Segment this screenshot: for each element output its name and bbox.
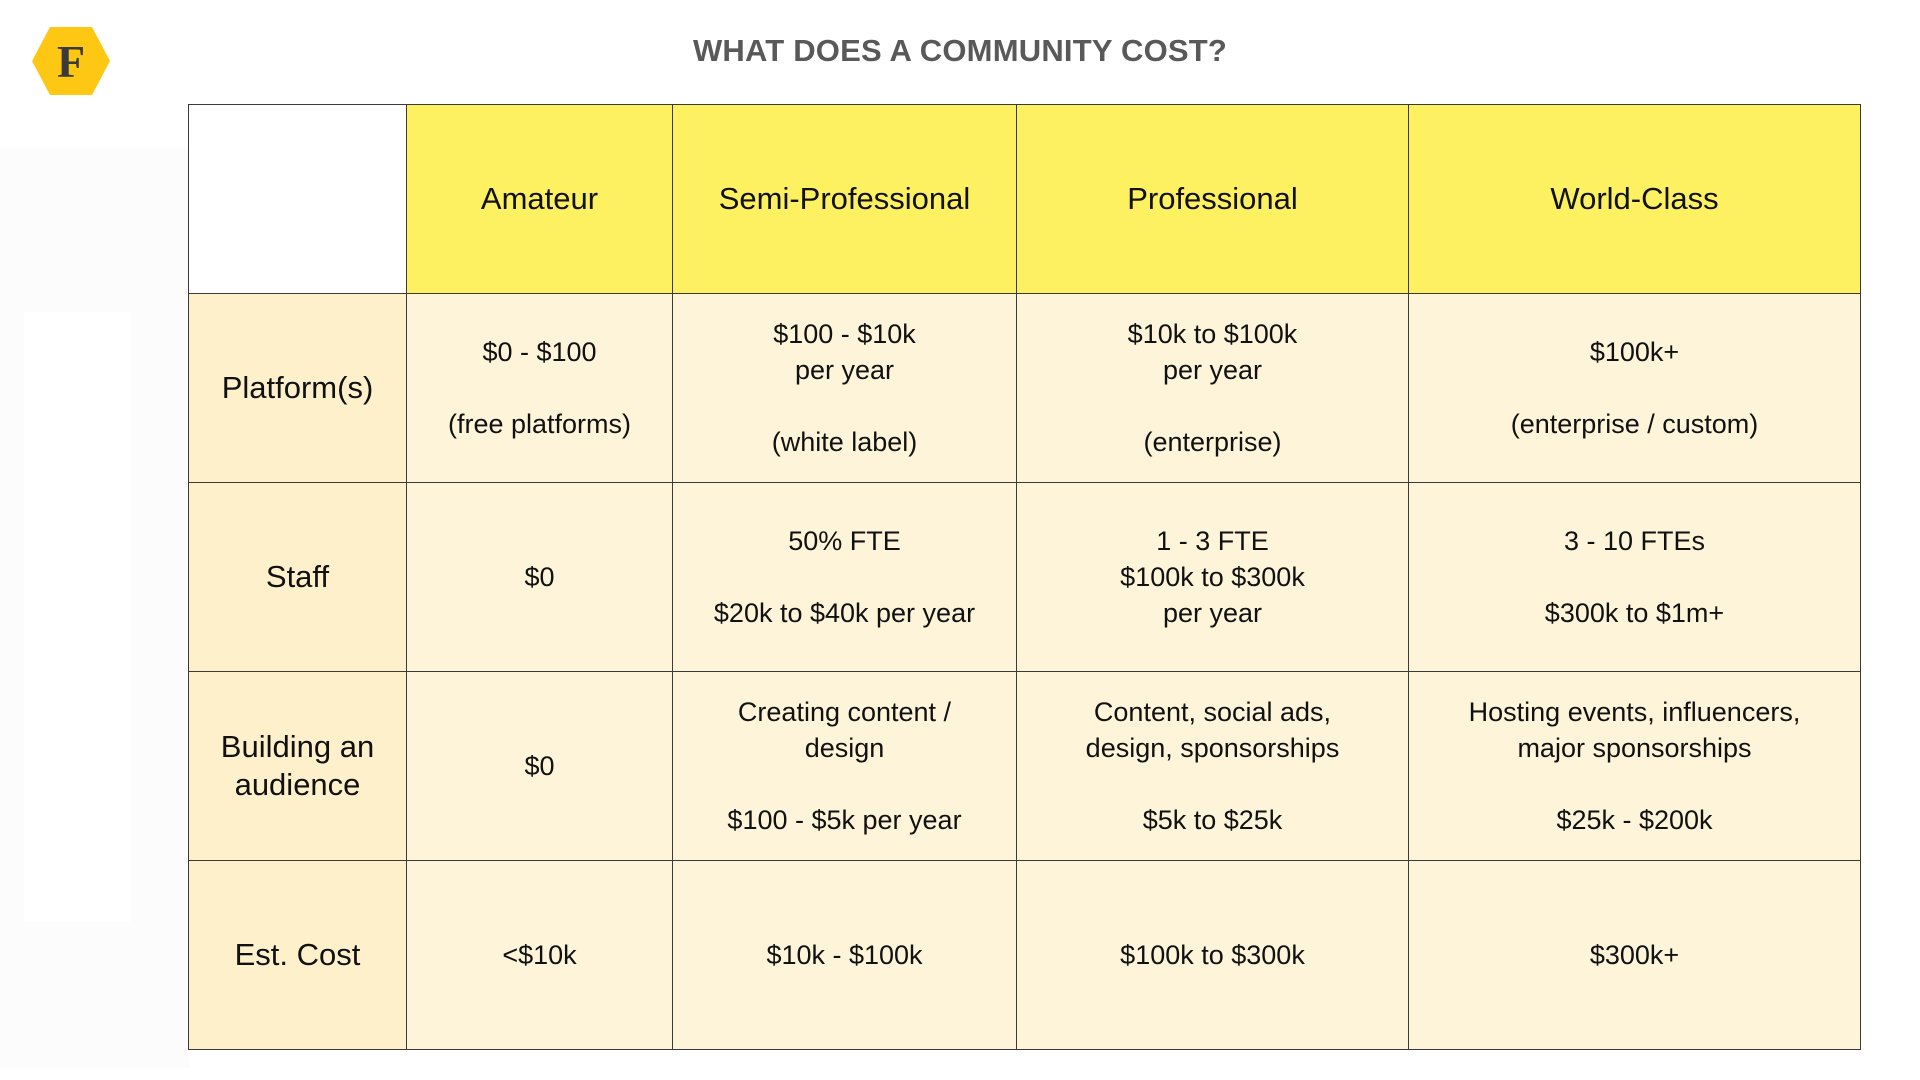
table-cell: $100 - $10k per year (white label) bbox=[672, 293, 1017, 483]
cell-gap bbox=[1027, 766, 1398, 802]
row-header: Staff bbox=[188, 482, 407, 672]
table-cell: $300k+ bbox=[1408, 860, 1861, 1050]
cost-table: Amateur Semi-Professional Professional W… bbox=[188, 104, 1861, 1050]
cell-line: design, sponsorships bbox=[1085, 733, 1340, 763]
table-cell: Creating content / design $100 - $5k per y… bbox=[672, 671, 1017, 861]
cell-line: $0 bbox=[524, 751, 555, 781]
cell-line: per year bbox=[1162, 598, 1263, 628]
table-cell: 50% FTE $20k to $40k per year bbox=[672, 482, 1017, 672]
table-cell: Content, social ads, design, sponsorships… bbox=[1016, 671, 1409, 861]
cell-gap bbox=[1419, 766, 1850, 802]
cell-line: (white label) bbox=[771, 427, 918, 457]
column-header-professional: Professional bbox=[1016, 104, 1409, 294]
cell-line: (enterprise / custom) bbox=[1510, 409, 1759, 439]
cell-line: per year bbox=[794, 355, 895, 385]
table-row: Est. Cost <$10k $10k - $100k $100k to $300k… bbox=[188, 860, 1861, 1050]
cell-gap bbox=[683, 559, 1006, 595]
table-row: Platform(s) $0 - $100 (free platforms) $100… bbox=[188, 293, 1861, 483]
cell-line: $10k to $100k bbox=[1127, 319, 1298, 349]
table-cell: 1 - 3 FTE $100k to $300k per year bbox=[1016, 482, 1409, 672]
cell-line: $10k - $100k bbox=[766, 940, 923, 970]
table-cell: 3 - 10 FTEs $300k to $1m+ bbox=[1408, 482, 1861, 672]
cell-line: (enterprise) bbox=[1143, 427, 1282, 457]
cell-line: $300k to $1m+ bbox=[1544, 598, 1725, 628]
table-cell: $100k to $300k bbox=[1016, 860, 1409, 1050]
cell-line: $300k+ bbox=[1589, 940, 1680, 970]
page-title: WHAT DOES A COMMUNITY COST? bbox=[692, 33, 1228, 68]
cell-line: $0 - $100 bbox=[482, 337, 597, 367]
table-cell: $0 bbox=[406, 482, 673, 672]
table-cell: $0 - $100 (free platforms) bbox=[406, 293, 673, 483]
column-header-amateur: Amateur bbox=[406, 104, 673, 294]
column-header-world-class: World-Class bbox=[1408, 104, 1861, 294]
row-header: Platform(s) bbox=[188, 293, 407, 483]
cell-gap bbox=[683, 766, 1006, 802]
corner-cell bbox=[188, 104, 407, 294]
table-row: Building an audience $0 Creating content /… bbox=[188, 671, 1861, 861]
side-panel bbox=[24, 312, 130, 922]
cell-line: $0 bbox=[524, 562, 555, 592]
column-header-semi-professional: Semi-Professional bbox=[672, 104, 1017, 294]
cell-line: $25k - $200k bbox=[1556, 805, 1713, 835]
header-row: Amateur Semi-Professional Professional W… bbox=[188, 104, 1861, 294]
table-cell: $10k to $100k per year (enterprise) bbox=[1016, 293, 1409, 483]
cell-gap bbox=[417, 370, 662, 406]
cell-line: Creating content / bbox=[737, 697, 952, 727]
cell-line: 3 - 10 FTEs bbox=[1563, 526, 1706, 556]
cell-line: $100k+ bbox=[1589, 337, 1680, 367]
cell-line: 1 - 3 FTE bbox=[1156, 526, 1269, 556]
cell-line: $100 - $5k per year bbox=[727, 805, 962, 835]
cell-line: $20k to $40k per year bbox=[713, 598, 976, 628]
table-cell: $0 bbox=[406, 671, 673, 861]
cell-line: $100k to $300k bbox=[1120, 940, 1305, 970]
cell-line: 50% FTE bbox=[788, 526, 901, 556]
cell-line: <$10k bbox=[502, 940, 577, 970]
table-cell: $10k - $100k bbox=[672, 860, 1017, 1050]
hexagon-logo-icon: F bbox=[30, 25, 112, 97]
cell-line: Content, social ads, bbox=[1093, 697, 1332, 727]
table-row: Staff $0 50% FTE $20k to $40k per year 1 - 3… bbox=[188, 482, 1861, 672]
table-cell: <$10k bbox=[406, 860, 673, 1050]
cell-line: (free platforms) bbox=[447, 409, 632, 439]
cell-line: $100 - $10k bbox=[773, 319, 916, 349]
cell-line: major sponsorships bbox=[1517, 733, 1752, 763]
table-cell: Hosting events, influencers, major sponso… bbox=[1408, 671, 1861, 861]
cell-line: Hosting events, influencers, bbox=[1468, 697, 1801, 727]
cell-line: $5k to $25k bbox=[1142, 805, 1283, 835]
cell-gap bbox=[1419, 559, 1850, 595]
cell-gap bbox=[1419, 370, 1850, 406]
row-header: Building an audience bbox=[188, 671, 407, 861]
cell-gap bbox=[683, 388, 1006, 424]
table-cell: $100k+ (enterprise / custom) bbox=[1408, 293, 1861, 483]
logo-letter: F bbox=[57, 36, 85, 87]
cell-gap bbox=[1027, 388, 1398, 424]
cell-line: design bbox=[804, 733, 885, 763]
row-header: Est. Cost bbox=[188, 860, 407, 1050]
table-body: Platform(s) $0 - $100 (free platforms) $100… bbox=[188, 293, 1861, 1050]
cell-line: $100k to $300k bbox=[1120, 562, 1305, 592]
cell-line: per year bbox=[1162, 355, 1263, 385]
